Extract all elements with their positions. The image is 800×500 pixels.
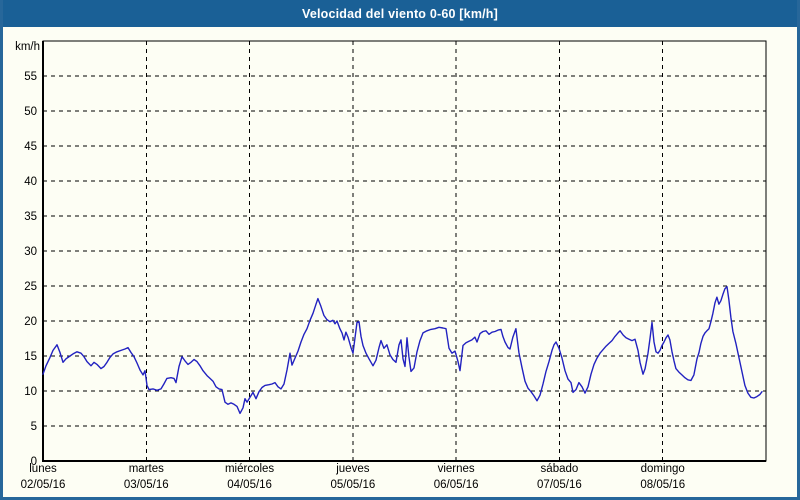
y-axis-tick-label: 15 [24, 351, 37, 363]
x-axis-date-label: 04/05/16 [227, 479, 272, 491]
y-axis-tick-label: 0 [31, 456, 37, 468]
x-axis-day-label: domingo [641, 463, 685, 475]
x-axis-date-label: 05/05/16 [330, 479, 375, 491]
y-axis-tick-label: 50 [24, 106, 37, 118]
chart-header: Velocidad del viento 0-60 [km/h] [3, 0, 797, 27]
y-axis-tick-label: 5 [31, 421, 37, 433]
y-axis-unit-label: km/h [15, 41, 40, 53]
x-axis-day-label: sábado [541, 463, 579, 475]
wind-speed-chart: 0 5 10 15 20 25 30 35 40 45 50 55 km/h lunes 02/05/16 m… [15, 40, 767, 491]
x-axis-day-label: lunes [29, 463, 57, 475]
y-axis-tick-label: 30 [24, 246, 37, 258]
chart-title: Velocidad del viento 0-60 [km/h] [301, 6, 499, 21]
x-axis-date-label: 08/05/16 [640, 479, 685, 491]
y-axis-tick-label: 35 [24, 211, 37, 223]
y-axis-tick-label: 25 [24, 281, 37, 293]
y-axis-tick-label: 55 [24, 71, 37, 83]
x-axis-date-label: 03/05/16 [124, 479, 169, 491]
x-axis-day-label: viernes [438, 463, 475, 475]
x-axis-date-label: 06/05/16 [434, 479, 479, 491]
wind-speed-line [42, 286, 763, 415]
x-axis-day-label: martes [129, 463, 164, 475]
x-axis-date-label: 07/05/16 [537, 479, 582, 491]
axes [42, 41, 766, 462]
y-axis-tick-label: 20 [24, 316, 37, 328]
y-axis-tick-label: 45 [24, 141, 37, 153]
x-axis-day-label: jueves [335, 463, 369, 475]
x-axis-day-label: miércoles [225, 463, 274, 475]
y-axis-tick-label: 40 [24, 176, 37, 188]
x-axis-date-label: 02/05/16 [21, 479, 66, 491]
y-axis-tick-label: 10 [24, 386, 37, 398]
